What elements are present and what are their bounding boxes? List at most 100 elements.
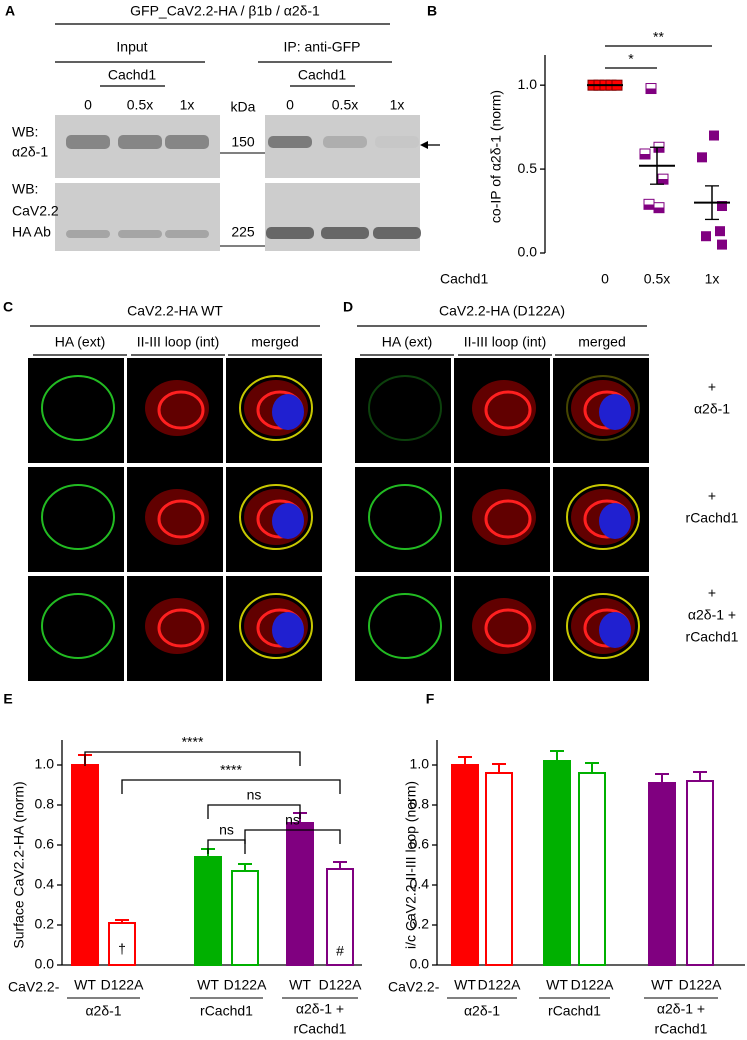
label: merged <box>251 334 298 350</box>
bar-label: WT <box>546 977 568 993</box>
label: 0.5x <box>127 97 153 113</box>
cell-membrane <box>41 375 115 441</box>
label: GFP_CaV2.2-HA / β1b / α2δ-1 <box>130 3 320 19</box>
bar <box>686 780 714 966</box>
bar <box>485 772 513 966</box>
data-point <box>701 231 711 242</box>
bar <box>286 822 314 966</box>
cell-membrane <box>239 375 313 441</box>
label: 150 <box>231 134 255 150</box>
y-tick-label: 0.4 <box>35 876 55 892</box>
bar <box>231 870 259 966</box>
significance-bracket <box>84 751 301 766</box>
significance: ns <box>247 787 262 803</box>
label: rCachd1 <box>686 629 739 645</box>
panel-letter: E <box>3 691 12 707</box>
y-tick-label: 0.6 <box>410 836 430 852</box>
label: HA (ext) <box>382 334 433 350</box>
band <box>165 230 209 238</box>
cell-membrane <box>368 593 442 659</box>
cell-membrane <box>368 484 442 550</box>
nucleus <box>272 503 304 539</box>
significance: ** <box>653 29 664 45</box>
bar <box>194 856 222 966</box>
cell-membrane <box>239 593 313 659</box>
label: α2δ-1 <box>694 401 730 417</box>
cell-interior <box>157 499 205 539</box>
data-point <box>717 239 727 250</box>
cell-membrane <box>368 375 442 441</box>
micrograph <box>355 358 451 463</box>
label: kDa <box>231 99 256 115</box>
data-point <box>697 152 707 163</box>
bar-label: D122A <box>478 977 521 993</box>
y-axis-title: co-IP of α2δ-1 (norm) <box>488 90 504 223</box>
arrowhead <box>420 141 428 149</box>
bar <box>578 772 606 966</box>
y-tick-label: 1.0 <box>410 756 430 772</box>
label: WB: <box>12 124 38 140</box>
nucleus <box>599 503 631 539</box>
bar <box>543 760 571 966</box>
significance-bracket <box>207 804 301 819</box>
cell-membrane <box>239 484 313 550</box>
y-axis-title: Surface CaV2.2-HA (norm) <box>11 781 27 948</box>
label: α2δ-1 <box>12 144 48 160</box>
nucleus <box>599 394 631 430</box>
label: IP: anti-GFP <box>283 39 360 55</box>
group-label: α2δ-1 <box>85 1003 121 1019</box>
y-tick-label: 0.8 <box>410 796 430 812</box>
y-tick-label: 0.2 <box>410 916 430 932</box>
band <box>118 230 162 238</box>
y-tick-label: 0.8 <box>35 796 55 812</box>
bar-label: WT <box>454 977 476 993</box>
data-point <box>709 130 719 141</box>
data-point <box>715 226 725 237</box>
label: Input <box>116 39 147 55</box>
label: + <box>708 379 716 395</box>
data-point <box>717 201 727 212</box>
y-axis-title: i/c CaV2.2 II-III loop (norm) <box>403 781 419 949</box>
band <box>118 135 162 149</box>
band <box>373 227 421 239</box>
group-label: rCachd1 <box>200 1003 253 1019</box>
bar <box>648 782 676 966</box>
bar-label: WT <box>74 977 96 993</box>
label: 1x <box>390 97 405 113</box>
panel-letter: D <box>343 299 353 315</box>
label: merged <box>578 334 625 350</box>
x-tick-label: 0 <box>601 271 609 287</box>
bar-label: D122A <box>319 977 362 993</box>
panel-letter: A <box>5 3 15 19</box>
significance-bracket <box>244 829 341 844</box>
group-label: rCachd1 <box>294 1021 347 1037</box>
y-tick-label: 0.0 <box>35 956 55 972</box>
x-prefix: CaV2.2- <box>8 979 60 995</box>
band <box>66 230 110 238</box>
group-label: rCachd1 <box>655 1021 708 1037</box>
significance-bracket <box>207 839 246 854</box>
bar-label: WT <box>289 977 311 993</box>
significance: ns <box>285 812 300 828</box>
cell-membrane <box>41 484 115 550</box>
y-tick-label: 0.2 <box>35 916 55 932</box>
band <box>165 135 209 149</box>
cell-interior <box>484 499 532 539</box>
cell-interior <box>157 390 205 430</box>
significance: **** <box>182 734 204 750</box>
data-point <box>653 202 665 214</box>
group-label: rCachd1 <box>548 1003 601 1019</box>
label: II-III loop (int) <box>464 334 546 350</box>
cell-membrane <box>566 484 640 550</box>
nucleus <box>599 612 631 648</box>
significance: **** <box>220 762 242 778</box>
bar <box>451 764 479 966</box>
band <box>321 227 369 239</box>
label: Cachd1 <box>298 67 346 83</box>
bar <box>326 868 354 966</box>
band <box>66 135 110 149</box>
group-label: α2δ-1 + <box>657 1001 705 1017</box>
label: Cachd1 <box>108 67 156 83</box>
